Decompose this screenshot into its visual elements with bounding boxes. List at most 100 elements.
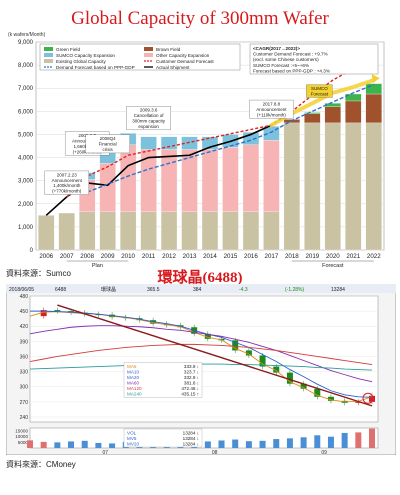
candle-body [232, 340, 239, 351]
legend-swatch [44, 59, 53, 63]
ma-line-ma20 [30, 310, 373, 398]
legend-label: Other Capacity Expansion [156, 53, 210, 58]
cagr-line: SUMCO Forecast :+5~+6% [253, 63, 309, 68]
x-tick-label: 2020 [326, 253, 340, 260]
annotation-text: crisis [103, 147, 114, 152]
stock-header-field: 環球晶 [101, 286, 116, 293]
volume-bar [40, 441, 47, 448]
candle-body [204, 333, 211, 339]
x-tick-label: 2009 [101, 253, 115, 260]
bar-segment [365, 93, 382, 124]
legend-swatch [144, 53, 153, 57]
annotation-text: 1,400k/month [53, 183, 81, 188]
sumco-forecast-arrowhead [371, 74, 380, 84]
annotation-text: 300mm capacity [132, 119, 166, 124]
legend-label: Brown Field [156, 47, 181, 52]
bar-segment [222, 147, 239, 213]
price-tick-label: 390 [20, 339, 29, 345]
cagr-line: Customer Demand Forecast : +9.7% [253, 52, 328, 57]
legend-label: Actual Shipment [156, 65, 190, 70]
stock-header-field: 384 [193, 287, 202, 293]
annotation-text: Financial [99, 142, 117, 147]
bar-segment [201, 211, 219, 251]
volume-bar [245, 441, 252, 448]
bar-segment [140, 211, 157, 251]
price-tick-label: 360 [20, 354, 29, 360]
ma-table-value: 472.46 ↓ [181, 386, 199, 391]
candle-body [245, 350, 252, 356]
bar-segment [181, 136, 198, 150]
candle-body [273, 366, 280, 373]
y-tick-label: 9,000 [18, 40, 34, 46]
source-note-cmoney: 資料來源：CMoney [6, 460, 76, 469]
bar-segment [324, 103, 341, 107]
bar-segment [140, 149, 157, 213]
annotation-text: Forecast [311, 92, 329, 97]
ma-table-name: MA60 [127, 381, 139, 386]
candle-body [40, 310, 47, 317]
annotation-text: 2017.8.8 [263, 102, 281, 107]
candle-body [54, 310, 61, 312]
volume-tick-label: 10000 [15, 434, 28, 439]
volume-bar [27, 440, 33, 448]
stock-header-field: 13284 [331, 287, 345, 293]
candle-body [327, 396, 334, 401]
ma-table-value: 333.9 ↓ [184, 364, 199, 369]
legend-label: Existing Global Capacity [56, 59, 106, 64]
bar-segment [345, 122, 362, 251]
y-tick-label: 4,000 [18, 156, 34, 162]
annotation-text: 2007.2.23 [57, 172, 78, 177]
stock-header-field: 2018/06/05 [9, 287, 34, 293]
x-tick-label: 2013 [183, 253, 197, 260]
y-tick-label: 3,000 [18, 179, 34, 185]
annotation-text: 2008Q4 [100, 136, 117, 141]
volume-bar [81, 440, 88, 448]
price-tick-label: 480 [20, 294, 29, 300]
volume-legend-name: MV5 [127, 436, 137, 441]
bar-segment [324, 122, 341, 251]
ma-table-name: MA20 [127, 375, 139, 380]
stock-chart: 2018/06/05 6488 環球晶 365.5 384 -4.3 (-1.28%) 132… [6, 284, 396, 455]
volume-bar [54, 442, 61, 448]
x-tick-label: 2011 [142, 253, 156, 260]
x-tick-label: 2015 [224, 253, 238, 260]
group-label-forecast: Forecast [322, 263, 344, 269]
stock-x-tick: 07 [102, 450, 108, 455]
annotation-text: (+770k/month) [52, 189, 82, 194]
volume-bar [300, 437, 307, 448]
bar-segment [160, 149, 178, 213]
annotation-text: 2009.3.6 [140, 108, 158, 113]
x-tick-label: 2021 [346, 253, 360, 260]
bar-segment [304, 122, 321, 251]
source-note-sumco: 資料來源：Sumco [6, 269, 71, 278]
candle-body [355, 401, 362, 403]
stock-header-field: (-1.28%) [285, 287, 305, 293]
y-tick-label: 7,000 [18, 86, 34, 92]
annotation-box [249, 99, 294, 119]
x-tick-label: 2010 [121, 253, 135, 260]
x-tick-label: 2019 [305, 253, 319, 260]
annotation-text: expansion [138, 124, 159, 129]
cagr-line: (excl. some Chinese customers) [253, 57, 319, 62]
cagr-box [249, 43, 379, 75]
volume-bar [259, 440, 266, 448]
volume-legend-value: 13284 ↓ [183, 436, 199, 441]
group-label-plan: Plan [92, 263, 103, 269]
bar-segment [160, 211, 178, 251]
stock-header-field: 6488 [55, 287, 66, 293]
bar-segment [304, 112, 321, 114]
x-tick-label: 2017 [265, 253, 279, 260]
y-tick-label: 5,000 [18, 132, 34, 138]
annotation-text: Cancellation of [134, 113, 165, 118]
y-tick-label: 0 [30, 248, 34, 254]
x-tick-label: 2007 [60, 253, 74, 260]
annotation-text: (+110k/month) [257, 112, 286, 117]
bar-segment [38, 215, 55, 251]
volume-bar [273, 439, 280, 448]
line-demand-forecast-based-on-ppp-gdp [86, 84, 375, 193]
annotation-box [306, 84, 333, 98]
bar-segment [99, 211, 116, 251]
x-tick-label: 2006 [39, 253, 53, 260]
bar-segment [119, 211, 137, 251]
volume-bar [369, 428, 375, 448]
